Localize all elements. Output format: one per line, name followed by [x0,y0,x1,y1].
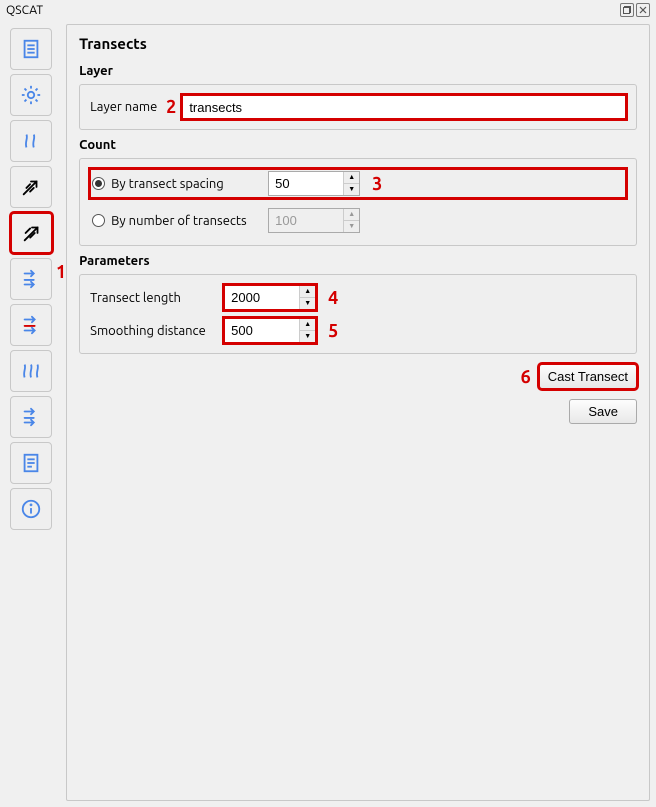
spacing-down[interactable]: ▼ [344,184,359,195]
marker-4: 4 [328,288,338,308]
smoothing-spin-buttons: ▲ ▼ [299,319,315,342]
save-row: Save [79,399,637,424]
length-input[interactable] [225,286,299,309]
spacing-input[interactable] [269,172,343,195]
smoothing-row: Smoothing distance ▲ ▼ 5 [90,318,626,343]
titlebar: QSCAT [0,0,656,20]
layer-name-row: Layer name 2 [90,95,626,119]
marker-1: 1 [56,262,66,282]
layer-group: Layer name 2 [79,84,637,130]
length-row: Transect length ▲ ▼ 4 [90,285,626,310]
cast-row: 6 Cast Transect [79,364,637,389]
length-spin-buttons: ▲ ▼ [299,286,315,309]
section-parameters-label: Parameters [79,254,637,268]
smoothing-down[interactable]: ▼ [300,331,315,342]
number-down: ▼ [344,221,359,232]
marker-6: 6 [521,367,531,387]
length-spin[interactable]: ▲ ▼ [224,285,316,310]
count-group: By transect spacing ▲ ▼ 3 By number [79,158,637,246]
restore-button[interactable] [620,3,634,17]
number-up: ▲ [344,209,359,221]
section-count-label: Count [79,138,637,152]
radio-by-spacing[interactable] [92,177,105,190]
window-title: QSCAT [6,4,620,17]
spacing-up[interactable]: ▲ [344,172,359,184]
tab-list-arrows-red[interactable] [10,304,52,346]
tab-report[interactable] [10,442,52,484]
content-panel: Transects Layer Layer name 2 Count By tr… [66,24,650,801]
smoothing-label: Smoothing distance [90,324,220,338]
tab-settings[interactable] [10,74,52,116]
count-spacing-row: By transect spacing ▲ ▼ 3 [90,169,626,198]
radio-by-spacing-wrap[interactable]: By transect spacing [92,177,262,191]
length-label: Transect length [90,291,220,305]
tab-waves-triple[interactable] [10,350,52,392]
radio-by-number[interactable] [92,214,105,227]
marker-5: 5 [328,321,338,341]
layer-name-input[interactable] [182,95,626,119]
count-number-row: By number of transects ▲ ▼ [90,206,626,235]
tab-waves-blue[interactable] [10,120,52,162]
smoothing-input[interactable] [225,319,299,342]
main-area: 1 Transects Layer Layer name 2 Count By … [0,20,656,807]
marker-2: 2 [166,97,176,117]
radio-by-number-label: By number of transects [111,214,247,228]
marker-3: 3 [372,174,382,194]
tab-document[interactable] [10,28,52,70]
tab-arrow-black-1[interactable] [10,166,52,208]
sidebar [6,24,54,801]
cast-transect-button[interactable]: Cast Transect [539,364,637,389]
length-up[interactable]: ▲ [300,286,315,298]
tab-list-arrows-1[interactable] [10,258,52,300]
smoothing-up[interactable]: ▲ [300,319,315,331]
number-input [269,209,343,232]
number-spin-buttons: ▲ ▼ [343,209,359,232]
parameters-group: Transect length ▲ ▼ 4 Smoothing distance [79,274,637,354]
radio-by-spacing-label: By transect spacing [111,177,224,191]
smoothing-spin[interactable]: ▲ ▼ [224,318,316,343]
spacing-spin[interactable]: ▲ ▼ [268,171,360,196]
save-button[interactable]: Save [569,399,637,424]
spacing-spin-buttons: ▲ ▼ [343,172,359,195]
window-controls [620,3,650,17]
layer-name-label: Layer name [90,100,160,114]
close-button[interactable] [636,3,650,17]
section-layer-label: Layer [79,64,637,78]
panel-title: Transects [79,35,637,56]
app-window: QSCAT [0,0,656,807]
length-down[interactable]: ▼ [300,298,315,309]
radio-by-number-wrap[interactable]: By number of transects [92,214,262,228]
tab-list-arrows-2[interactable] [10,396,52,438]
tab-info[interactable] [10,488,52,530]
tab-transects-active[interactable] [10,212,53,254]
number-spin: ▲ ▼ [268,208,360,233]
